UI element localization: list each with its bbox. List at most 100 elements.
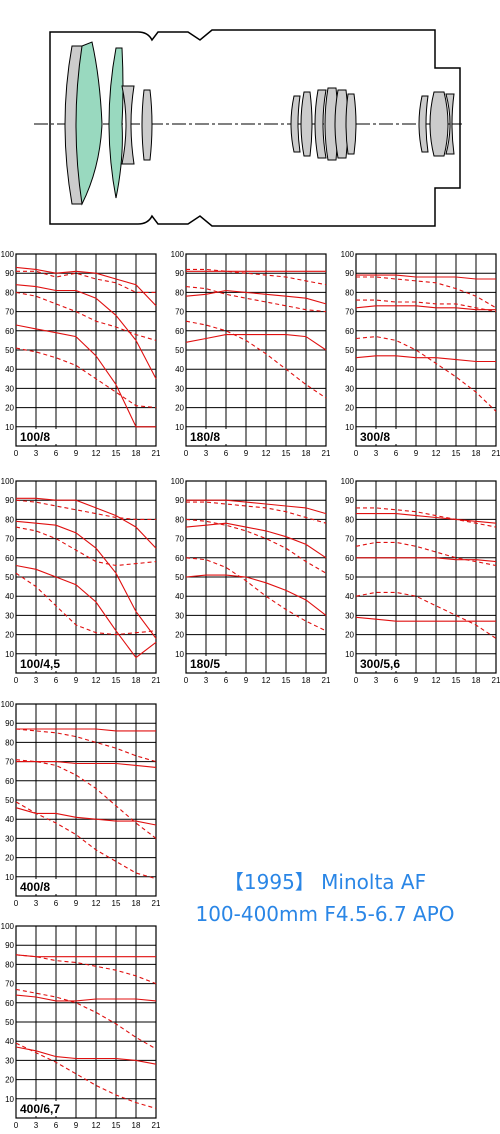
x-tick-label: 15 [112, 1121, 121, 1130]
y-tick-label: 10 [175, 650, 184, 659]
mtf-curve-dashed [15, 1042, 157, 1109]
x-tick-label: 0 [14, 449, 19, 458]
y-tick-label: 70 [175, 535, 184, 544]
y-tick-label: 40 [345, 592, 354, 601]
y-tick-label: 30 [5, 834, 14, 843]
mtf-curve-solid [15, 284, 157, 380]
mtf-curve-solid [185, 574, 327, 616]
lens-element-8 [314, 89, 327, 159]
x-tick-label: 9 [74, 1121, 79, 1130]
x-tick-label: 21 [492, 449, 500, 458]
x-tick-label: 0 [14, 676, 19, 685]
mtf-curve-dashed [185, 286, 327, 313]
y-tick-label: 90 [345, 496, 354, 505]
x-tick-label: 3 [34, 1121, 39, 1130]
x-tick-label: 9 [74, 676, 79, 685]
y-tick-label: 60 [5, 999, 14, 1008]
x-tick-label: 21 [152, 899, 160, 908]
x-tick-label: 21 [322, 676, 330, 685]
y-tick-label: 50 [5, 1018, 14, 1027]
mtf-chart-svg: 10 20 30 40 50 60 70 80 90 100 0 3 6 9 12 15 18 21 400/6,7 [1, 922, 160, 1130]
x-tick-label: 6 [394, 449, 399, 458]
x-tick-label: 6 [54, 449, 59, 458]
caption-year-model: 【1995】 Minolta AF [223, 870, 427, 894]
y-tick-label: 20 [345, 404, 354, 413]
x-tick-label: 0 [14, 1121, 19, 1130]
mtf-curve-dashed [355, 336, 497, 412]
x-tick-label: 21 [492, 676, 500, 685]
chart-label-backdrop [18, 656, 73, 671]
mtf-curve-solid [355, 305, 496, 311]
chart-label-backdrop [358, 429, 399, 444]
mtf-curve-solid [355, 355, 496, 363]
mtf-curve-solid [356, 513, 497, 524]
x-tick-label: 3 [204, 676, 209, 685]
mtf-curve-dashed [356, 276, 497, 309]
y-tick-label: 70 [345, 535, 354, 544]
y-tick-label: 80 [345, 515, 354, 524]
x-tick-label: 0 [14, 899, 19, 908]
lens-element-3-ed [108, 47, 124, 199]
x-tick-label: 0 [354, 676, 359, 685]
mtf-curve-solid [15, 266, 157, 307]
y-tick-label: 30 [175, 384, 184, 393]
mtf-chart-180-8: 10 20 30 40 50 60 70 80 90 100 0 3 6 9 12 15 18 21 180/8 [170, 247, 330, 462]
y-tick-label: 20 [5, 854, 14, 863]
x-tick-label: 12 [262, 449, 271, 458]
plot-frame [15, 925, 157, 1119]
mtf-curve-solid [15, 994, 157, 1002]
y-tick-label: 60 [5, 777, 14, 786]
x-tick-label: 6 [54, 899, 59, 908]
x-tick-label: 15 [112, 676, 121, 685]
mtf-curve-solid [185, 289, 327, 305]
y-tick-label: 50 [5, 346, 14, 355]
y-tick-label: 10 [345, 650, 354, 659]
x-tick-label: 0 [354, 449, 359, 458]
plot-frame [15, 253, 157, 447]
mtf-curve-solid [15, 520, 157, 639]
x-tick-label: 6 [224, 449, 229, 458]
y-tick-label: 100 [171, 250, 185, 259]
y-tick-label: 20 [5, 1076, 14, 1085]
chart-label: 300/5,6 [360, 657, 400, 671]
y-tick-label: 40 [175, 592, 184, 601]
y-tick-label: 80 [5, 515, 14, 524]
x-tick-label: 12 [92, 676, 101, 685]
x-tick-label: 0 [184, 449, 189, 458]
y-tick-label: 20 [345, 631, 354, 640]
x-tick-label: 12 [92, 449, 101, 458]
y-tick-label: 60 [5, 327, 14, 336]
mtf-curve-solid [15, 564, 157, 659]
mtf-curve-solid [185, 334, 327, 351]
mtf-chart-svg: 10 20 30 40 50 60 70 80 90 100 0 3 6 9 12 15 18 21 180/8 [171, 250, 330, 458]
lens-cross-section-diagram [34, 29, 462, 227]
mtf-chart-svg: 10 20 30 40 50 60 70 80 90 100 0 3 6 9 12 15 18 21 400/8 [1, 700, 160, 908]
x-tick-label: 3 [34, 899, 39, 908]
mtf-chart-svg: 10 20 30 40 50 60 70 80 90 100 0 3 6 9 12 15 18 21 100/8 [1, 250, 160, 458]
y-tick-label: 70 [5, 980, 14, 989]
x-tick-label: 9 [244, 676, 249, 685]
x-tick-label: 3 [204, 449, 209, 458]
chart-label-backdrop [18, 1101, 73, 1116]
y-tick-label: 90 [5, 941, 14, 950]
x-tick-label: 15 [282, 449, 291, 458]
x-tick-label: 9 [244, 449, 249, 458]
mtf-curve-dashed [356, 299, 497, 313]
y-tick-label: 80 [5, 288, 14, 297]
y-tick-label: 20 [5, 631, 14, 640]
plot-frame [355, 480, 497, 674]
lens-element-2-ed [75, 41, 103, 206]
mtf-curve-solid [16, 761, 157, 768]
y-tick-label: 100 [171, 477, 185, 486]
x-tick-label: 9 [414, 676, 419, 685]
y-tick-label: 30 [5, 384, 14, 393]
chart-label: 180/5 [190, 657, 220, 671]
y-tick-label: 40 [5, 592, 14, 601]
chart-label: 300/8 [360, 430, 390, 444]
y-tick-label: 70 [5, 758, 14, 767]
y-tick-label: 60 [175, 554, 184, 563]
mtf-chart-400-8: 10 20 30 40 50 60 70 80 90 100 0 3 6 9 12 15 18 21 400/8 [0, 697, 160, 912]
chart-label-backdrop [18, 879, 59, 894]
y-tick-label: 60 [5, 554, 14, 563]
y-tick-label: 30 [345, 384, 354, 393]
